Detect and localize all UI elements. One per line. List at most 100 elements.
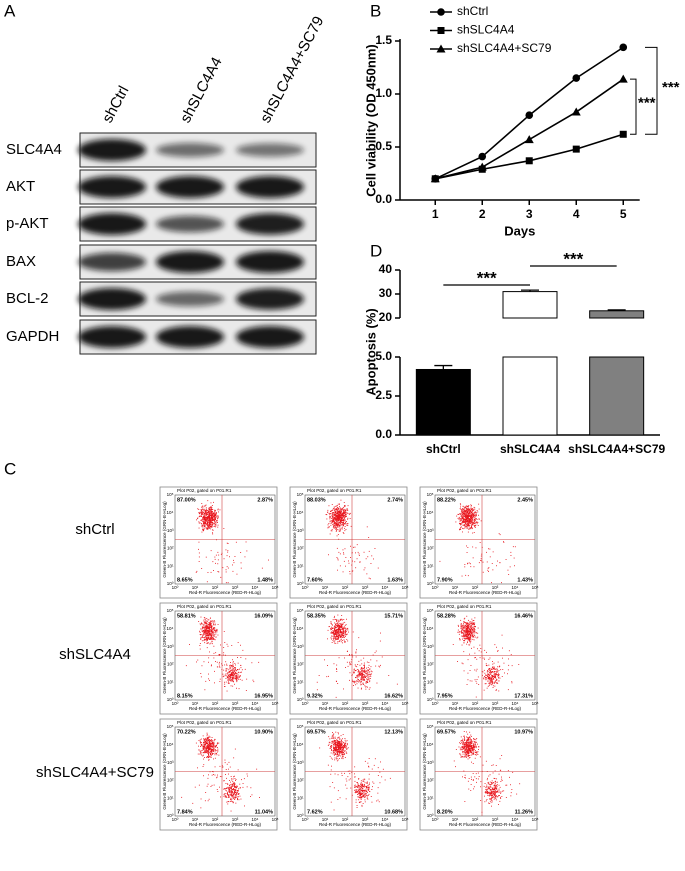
event-dot [488,672,490,674]
event-dot [491,675,493,677]
event-dot [332,633,334,635]
event-dot [329,521,331,523]
event-dot [343,553,345,555]
event-dot [332,516,333,517]
event-dot [342,742,344,744]
event-dot [231,645,233,646]
event-dot [211,739,213,740]
event-dot [203,518,205,520]
event-dot [205,739,207,740]
event-dot [206,742,207,744]
event-dot [212,620,214,622]
event-dot [334,748,336,750]
event-dot [460,627,462,629]
event-dot [362,679,364,680]
event-dot [334,510,336,512]
event-dot [355,656,357,658]
event-dot [346,745,347,747]
event-dot [204,630,206,632]
event-dot [341,520,342,522]
event-dot [212,631,214,633]
event-dot [340,630,341,632]
event-dot [343,560,345,562]
event-dot [484,649,486,651]
event-dot [347,747,349,749]
event-dot [242,649,244,651]
event-dot [204,745,206,746]
event-dot [198,740,200,741]
event-dot [206,581,208,583]
event-dot [210,744,212,746]
event-dot [201,506,202,508]
bracket [630,78,637,135]
event-dot [201,743,203,745]
event-dot [474,636,476,638]
event-dot [246,773,248,775]
event-dot [335,528,337,530]
event-dot [226,793,228,795]
event-dot [473,525,475,526]
event-dot [232,685,234,687]
event-dot [210,625,211,626]
event-dot [341,741,343,743]
event-dot [497,683,499,684]
event-dot [206,528,208,529]
event-dot [466,632,468,634]
event-dot [342,642,343,644]
event-dot [478,562,480,564]
event-dot [210,512,212,514]
event-dot [332,740,334,742]
event-dot [223,795,225,797]
event-dot [336,510,338,512]
event-dot [204,744,206,746]
event-dot [211,519,213,521]
event-dot [461,518,463,519]
event-dot [198,516,200,518]
event-dot [512,546,514,548]
event-dot [335,524,337,525]
event-dot [468,631,470,633]
event-dot [214,621,216,623]
event-dot [346,748,347,750]
event-dot [206,517,208,519]
quadrant-pct: 7.60% [307,577,323,583]
event-dot [336,739,337,741]
event-dot [205,633,207,635]
event-dot [469,629,471,631]
event-dot [463,515,464,517]
event-dot [470,629,472,631]
event-dot [231,676,233,678]
event-dot [337,743,339,744]
event-dot [367,677,369,679]
event-dot [465,517,467,518]
event-dot [207,757,209,759]
event-dot [210,755,212,756]
event-dot [467,518,469,519]
event-dot [335,624,337,625]
event-dot [467,506,469,508]
x-tick-label: 10⁰ [302,701,309,706]
event-dot [208,629,210,631]
event-dot [210,637,212,639]
event-dot [462,513,464,514]
event-dot [212,752,214,754]
event-dot [363,676,365,678]
event-dot [223,652,225,654]
event-dot [336,508,338,510]
event-dot [464,617,466,619]
event-dot [491,680,492,681]
event-dot [341,627,343,629]
event-dot [470,525,472,526]
event-dot [471,621,473,623]
event-dot [337,525,338,527]
y-tick-label: 10⁵ [167,724,174,729]
event-dot [342,755,343,757]
event-dot [337,511,338,513]
event-dot [334,633,336,635]
event-dot [225,783,227,784]
event-dot [338,749,340,751]
event-dot [216,515,218,517]
event-dot [345,514,347,516]
event-dot [340,626,342,628]
event-dot [464,518,465,520]
